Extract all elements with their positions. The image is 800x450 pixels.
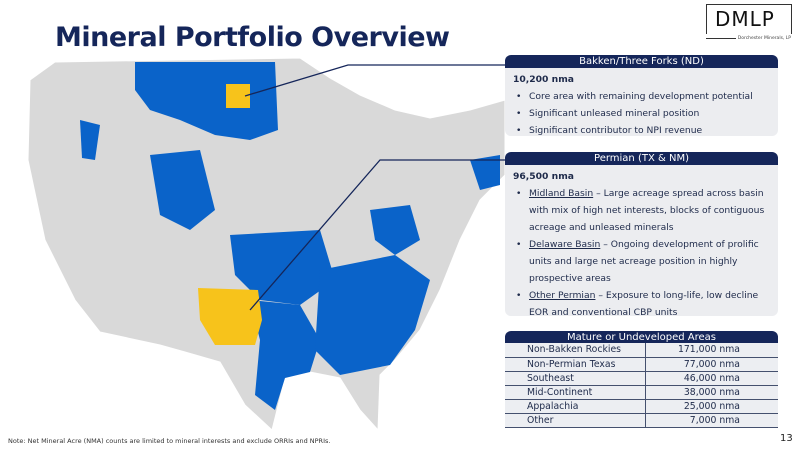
area-nma: 46,000 nma [645, 371, 778, 386]
permian-header: Permian (TX & NM) [505, 152, 778, 165]
footnote: Note: Net Mineral Acre (NMA) counts are … [8, 437, 331, 445]
area-nma: 38,000 nma [645, 385, 778, 400]
permian-bullet: Midland Basin – Large acreage spread acr… [513, 185, 772, 236]
permian-bullet: Other Permian – Exposure to long-life, l… [513, 287, 772, 321]
area-name: Non-Bakken Rockies [505, 343, 646, 358]
bakken-callout-line [244, 64, 505, 97]
bakken-header: Bakken/Three Forks (ND) [505, 55, 778, 68]
area-name: Other [505, 413, 646, 428]
midcontinent-holdings [230, 230, 335, 305]
area-name: Southeast [505, 371, 646, 386]
rockies-holdings [135, 62, 278, 140]
permian-callout-line [249, 159, 505, 311]
areas-table: Mature or Undeveloped Areas Non-Bakken R… [505, 331, 778, 428]
rockies-holdings-2 [150, 150, 215, 230]
bakken-bullet: Core area with remaining development pot… [513, 88, 772, 105]
logo-text: DMLP [715, 7, 775, 31]
bakken-nma: 10,200 nma [513, 74, 574, 85]
table-row: Non-Bakken Rockies 171,000 nma [505, 343, 778, 358]
appalachia-holdings [370, 205, 420, 255]
northeast-holdings [470, 155, 500, 190]
southeast-holdings [315, 255, 430, 375]
area-name: Non-Permian Texas [505, 357, 646, 372]
bakken-highlight [226, 84, 250, 108]
holdings-blue [80, 62, 500, 410]
table-header: Mature or Undeveloped Areas [505, 331, 778, 343]
table-row: Other 7,000 nma [505, 413, 778, 428]
bakken-bullet: Significant unleased mineral position [513, 105, 772, 122]
permian-panel: Permian (TX & NM) 96,500 nma Midland Bas… [505, 152, 778, 318]
page-number: 13 [780, 433, 793, 444]
bakken-bullet: Significant contributor to NPI revenue [513, 122, 772, 139]
logo-subtitle: Dorchester Minerals, LP [735, 36, 791, 41]
table-row: Southeast 46,000 nma [505, 371, 778, 386]
area-nma: 171,000 nma [645, 343, 778, 358]
area-name: Mid-Continent [505, 385, 646, 400]
permian-highlight [198, 288, 262, 345]
area-nma: 25,000 nma [645, 399, 778, 414]
area-nma: 7,000 nma [645, 413, 778, 428]
table-row: Non-Permian Texas 77,000 nma [505, 357, 778, 372]
table-row: Appalachia 25,000 nma [505, 399, 778, 414]
texas-holdings [250, 300, 320, 410]
company-logo: DMLP Dorchester Minerals, LP [706, 4, 792, 41]
west-holdings [80, 120, 100, 160]
table-row: Mid-Continent 38,000 nma [505, 385, 778, 400]
bakken-panel: Bakken/Three Forks (ND) 10,200 nma Core … [505, 55, 778, 139]
page-title: Mineral Portfolio Overview [55, 22, 450, 53]
permian-nma: 96,500 nma [513, 171, 574, 182]
permian-bullet: Delaware Basin – Ongoing development of … [513, 236, 772, 287]
area-name: Appalachia [505, 399, 646, 414]
area-nma: 77,000 nma [645, 357, 778, 372]
